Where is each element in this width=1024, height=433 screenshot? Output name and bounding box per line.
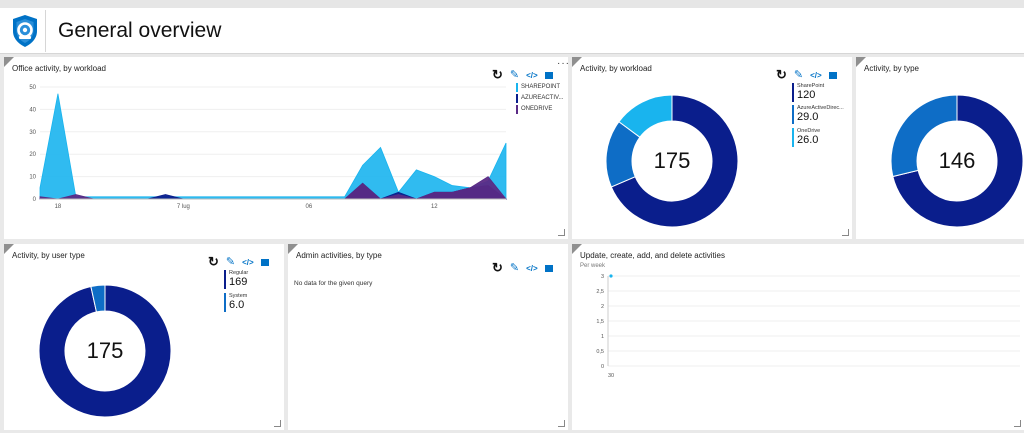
resize-handle[interactable]	[558, 229, 565, 236]
x-tick-label: 12	[431, 204, 438, 210]
legend-item-onedrive: ONEDRIVE	[516, 105, 552, 114]
tile-activity-by-user-type[interactable]: Activity, by user type ↻ ✎ </> 175 Regul…	[4, 244, 284, 430]
tile-title: Admin activities, by type	[296, 251, 382, 260]
donut-slice-2	[618, 94, 673, 138]
x-tick-label: 06	[306, 204, 313, 210]
x-tick-label: 30	[608, 373, 614, 379]
tile-toolbar: ↻ ✎ </>	[776, 68, 844, 82]
donut-slice-0	[610, 94, 739, 228]
x-tick-label: 7 lug	[177, 204, 190, 210]
tile-title: Activity, by type	[864, 64, 919, 73]
tile-corner-marker	[4, 244, 14, 254]
y-tick-label: 1,5	[596, 319, 604, 325]
refresh-icon[interactable]: ↻	[776, 67, 787, 82]
donut-slice-1	[890, 94, 958, 178]
resize-handle[interactable]	[274, 420, 281, 427]
data-point	[609, 274, 613, 278]
y-tick-label: 10	[29, 175, 36, 181]
tile-activity-by-workload[interactable]: Activity, by workload ↻ ✎ </> 175 ShareP…	[572, 57, 852, 239]
legend-value-regular: Regular 169	[224, 270, 248, 289]
code-icon[interactable]: </>	[526, 70, 538, 80]
edit-icon[interactable]: ✎	[509, 262, 520, 274]
page-header: General overview	[0, 8, 1024, 54]
tile-title: Activity, by user type	[12, 251, 85, 260]
y-tick-label: 1	[601, 334, 604, 340]
user-type-donut-chart	[38, 284, 172, 418]
shield-icon	[13, 15, 37, 47]
tile-corner-marker	[856, 57, 866, 67]
workload-donut-chart	[605, 94, 739, 228]
refresh-icon[interactable]: ↻	[492, 67, 503, 82]
donut-slice-0	[38, 284, 172, 418]
page-title: General overview	[58, 19, 222, 42]
code-icon[interactable]: </>	[810, 70, 822, 80]
tile-activity-by-type[interactable]: Activity, by type 146	[856, 57, 1024, 239]
legend-item-sharepoint: SHAREPOINT	[516, 83, 560, 92]
refresh-icon[interactable]: ↻	[208, 254, 219, 269]
more-options-icon[interactable]: ···	[557, 58, 568, 69]
legend-value-onedrive: OneDrive 26.0	[792, 128, 820, 147]
resize-handle[interactable]	[1014, 420, 1021, 427]
tile-title: Office activity, by workload	[12, 64, 106, 73]
series-area-0	[39, 93, 507, 200]
donut-slice-0	[892, 94, 1024, 228]
y-tick-label: 30	[29, 130, 36, 136]
tile-admin-activities[interactable]: Admin activities, by type ↻ ✎ </> No dat…	[288, 244, 568, 430]
tile-toolbar: ↻ ✎ </>	[208, 255, 276, 269]
legend-value-azure: AzureActiveDirec... 29.0	[792, 105, 844, 124]
donut-total: 175	[653, 148, 691, 173]
edit-icon[interactable]: ✎	[509, 69, 520, 81]
code-icon[interactable]: </>	[242, 257, 254, 267]
legend-value-sharepoint: SharePoint 120	[792, 83, 824, 102]
y-tick-label: 0	[33, 197, 37, 203]
y-tick-label: 2	[601, 304, 604, 310]
legend-item-azure: AZUREACTIV...	[516, 94, 563, 103]
y-tick-label: 3	[601, 274, 604, 280]
edit-icon[interactable]: ✎	[225, 256, 236, 268]
y-tick-label: 0	[601, 364, 604, 370]
tile-corner-marker	[4, 57, 14, 67]
resize-handle[interactable]	[558, 420, 565, 427]
tile-title: Activity, by workload	[580, 64, 652, 73]
donut-total: 146	[938, 148, 976, 173]
tile-subtitle: Per week	[580, 263, 606, 269]
donut-slice-1	[90, 284, 106, 313]
y-tick-label: 2,5	[596, 289, 604, 295]
security-shield-logo	[4, 10, 46, 52]
type-donut-chart	[890, 94, 1024, 228]
x-tick-label: 18	[55, 204, 62, 210]
tile-office-activity[interactable]: Office activity, by workload ··· ↻ ✎ </>…	[4, 57, 568, 239]
y-tick-label: 0,5	[596, 349, 604, 355]
code-icon[interactable]: </>	[526, 263, 538, 273]
edit-icon[interactable]: ✎	[793, 69, 804, 81]
y-tick-label: 40	[29, 107, 36, 113]
office-activity-area-chart: 0 10 20 30 40 50 18 7 lug 06 12	[29, 85, 508, 210]
resize-handle[interactable]	[842, 229, 849, 236]
tile-toolbar: ↻ ✎ </>	[492, 261, 560, 275]
empty-state-text: No data for the given query	[294, 280, 373, 287]
copy-icon[interactable]	[544, 71, 553, 79]
tile-corner-marker	[572, 57, 582, 67]
update-activities-line-chart: 0 0,5 1 1,5 2 2,5 3 30	[596, 274, 1020, 379]
y-tick-label: 20	[29, 152, 36, 158]
copy-icon[interactable]	[260, 258, 269, 266]
tile-title: Update, create, add, and delete activiti…	[580, 251, 725, 260]
donut-total: 175	[86, 338, 124, 363]
tile-corner-marker	[288, 244, 298, 254]
refresh-icon[interactable]: ↻	[492, 260, 503, 275]
tile-toolbar: ↻ ✎ </>	[492, 68, 560, 82]
top-strip	[0, 0, 1024, 8]
copy-icon[interactable]	[828, 71, 837, 79]
tile-corner-marker	[572, 244, 582, 254]
legend-value-system: System 6.0	[224, 293, 247, 312]
y-tick-label: 50	[29, 85, 36, 91]
tile-update-activities[interactable]: Update, create, add, and delete activiti…	[572, 244, 1024, 430]
copy-icon[interactable]	[544, 264, 553, 272]
